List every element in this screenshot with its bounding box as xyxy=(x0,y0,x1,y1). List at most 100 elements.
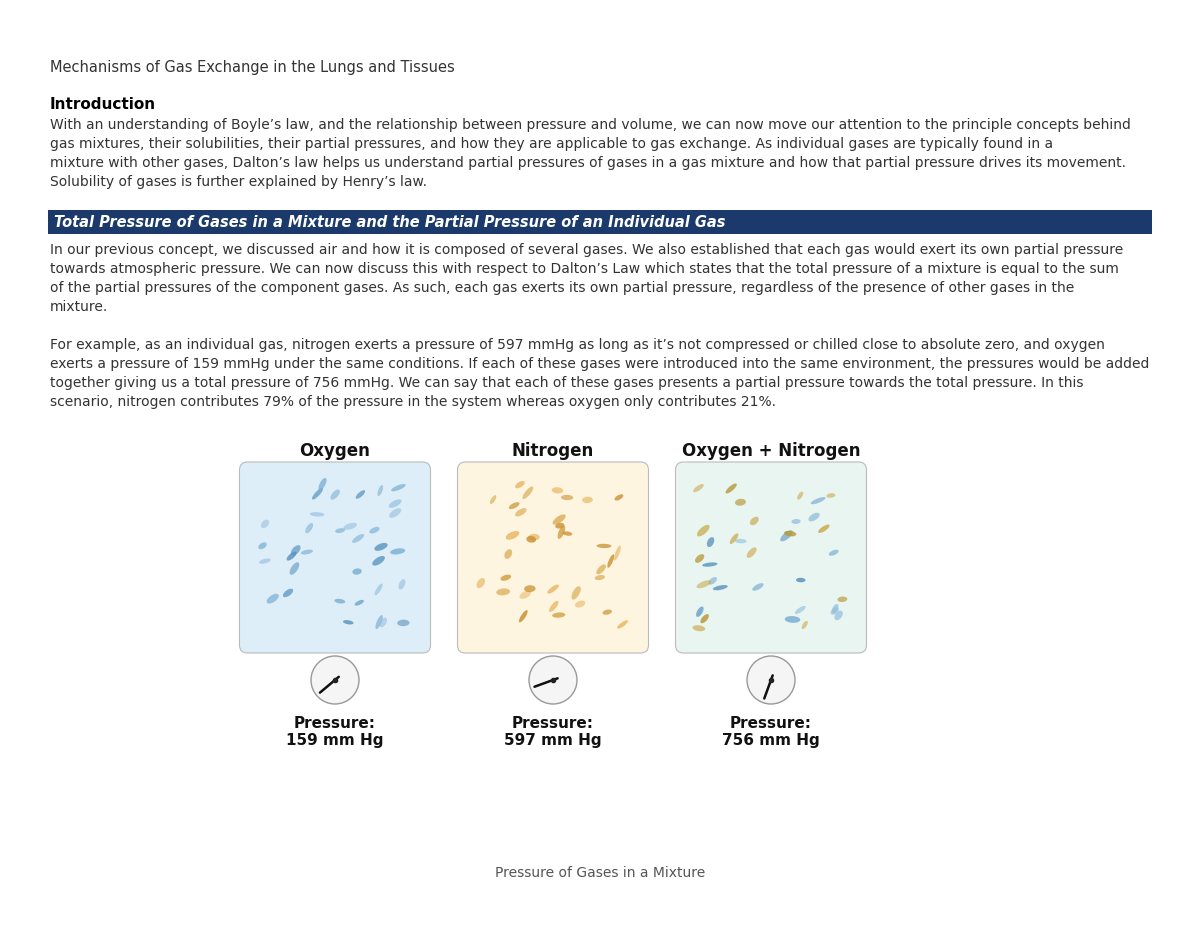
Ellipse shape xyxy=(504,549,512,559)
Text: Introduction: Introduction xyxy=(50,97,156,112)
Ellipse shape xyxy=(370,527,379,533)
Ellipse shape xyxy=(811,497,826,504)
Ellipse shape xyxy=(571,586,581,600)
Ellipse shape xyxy=(378,485,383,496)
Ellipse shape xyxy=(259,559,271,564)
Ellipse shape xyxy=(552,488,563,493)
Ellipse shape xyxy=(524,585,535,592)
Ellipse shape xyxy=(389,500,402,508)
Ellipse shape xyxy=(330,489,340,500)
Text: Nitrogen: Nitrogen xyxy=(512,442,594,460)
Ellipse shape xyxy=(391,484,406,491)
Ellipse shape xyxy=(818,525,829,533)
Ellipse shape xyxy=(505,531,520,540)
Ellipse shape xyxy=(509,502,520,509)
Ellipse shape xyxy=(556,523,564,528)
Ellipse shape xyxy=(497,589,510,595)
Ellipse shape xyxy=(389,508,401,518)
Circle shape xyxy=(746,656,796,704)
Text: 756 mm Hg: 756 mm Hg xyxy=(722,733,820,748)
Ellipse shape xyxy=(312,488,323,500)
Ellipse shape xyxy=(335,599,346,603)
Ellipse shape xyxy=(695,554,704,563)
Ellipse shape xyxy=(562,495,574,501)
Ellipse shape xyxy=(596,544,612,548)
Ellipse shape xyxy=(696,606,703,617)
Ellipse shape xyxy=(258,542,266,550)
Ellipse shape xyxy=(614,545,620,561)
Ellipse shape xyxy=(734,539,746,543)
Text: Pressure:: Pressure: xyxy=(730,716,812,731)
Ellipse shape xyxy=(838,597,847,602)
Ellipse shape xyxy=(830,607,839,615)
Ellipse shape xyxy=(696,580,712,589)
Ellipse shape xyxy=(352,534,364,543)
Ellipse shape xyxy=(476,578,485,589)
Ellipse shape xyxy=(697,525,709,537)
Text: In our previous concept, we discussed air and how it is composed of several gase: In our previous concept, we discussed ai… xyxy=(50,243,1123,314)
Ellipse shape xyxy=(518,610,528,622)
Ellipse shape xyxy=(602,610,612,615)
Ellipse shape xyxy=(490,495,497,504)
Ellipse shape xyxy=(528,534,540,540)
Text: Total Pressure of Gases in a Mixture and the Partial Pressure of an Individual G: Total Pressure of Gases in a Mixture and… xyxy=(54,214,726,230)
Ellipse shape xyxy=(792,519,800,524)
Ellipse shape xyxy=(398,579,406,590)
Ellipse shape xyxy=(374,583,383,595)
Ellipse shape xyxy=(734,499,746,506)
Ellipse shape xyxy=(553,514,565,525)
Ellipse shape xyxy=(379,617,386,628)
Ellipse shape xyxy=(547,585,559,593)
Ellipse shape xyxy=(353,568,361,575)
FancyBboxPatch shape xyxy=(240,462,431,653)
Ellipse shape xyxy=(595,575,605,580)
Ellipse shape xyxy=(515,481,524,489)
Ellipse shape xyxy=(784,531,797,537)
Ellipse shape xyxy=(827,493,835,498)
Text: Oxygen: Oxygen xyxy=(300,442,371,460)
Ellipse shape xyxy=(563,531,572,536)
Ellipse shape xyxy=(397,619,409,627)
Ellipse shape xyxy=(376,615,383,629)
Ellipse shape xyxy=(520,590,530,599)
Ellipse shape xyxy=(694,484,703,492)
Ellipse shape xyxy=(582,497,593,503)
Ellipse shape xyxy=(726,484,737,493)
Ellipse shape xyxy=(596,565,606,575)
Ellipse shape xyxy=(260,520,269,528)
Ellipse shape xyxy=(797,491,803,500)
Ellipse shape xyxy=(834,611,842,620)
Ellipse shape xyxy=(708,577,718,585)
Ellipse shape xyxy=(730,533,738,544)
Ellipse shape xyxy=(829,550,839,556)
Ellipse shape xyxy=(390,549,406,554)
Ellipse shape xyxy=(607,554,614,568)
Ellipse shape xyxy=(301,550,313,554)
Ellipse shape xyxy=(746,547,757,558)
Ellipse shape xyxy=(614,494,623,501)
Text: Mechanisms of Gas Exchange in the Lungs and Tissues: Mechanisms of Gas Exchange in the Lungs … xyxy=(50,60,455,75)
Ellipse shape xyxy=(780,530,793,541)
Ellipse shape xyxy=(318,478,326,490)
Ellipse shape xyxy=(702,563,718,566)
Ellipse shape xyxy=(707,537,714,547)
Circle shape xyxy=(529,656,577,704)
Text: Pressure:: Pressure: xyxy=(294,716,376,731)
FancyBboxPatch shape xyxy=(676,462,866,653)
Ellipse shape xyxy=(290,545,300,555)
Ellipse shape xyxy=(550,601,558,612)
Ellipse shape xyxy=(515,508,527,516)
Ellipse shape xyxy=(809,513,820,521)
Text: With an understanding of Boyle’s law, and the relationship between pressure and : With an understanding of Boyle’s law, an… xyxy=(50,118,1130,189)
Ellipse shape xyxy=(372,556,385,565)
Ellipse shape xyxy=(283,589,293,597)
Ellipse shape xyxy=(287,552,296,561)
Ellipse shape xyxy=(335,528,346,533)
Text: For example, as an individual gas, nitrogen exerts a pressure of 597 mmHg as lon: For example, as an individual gas, nitro… xyxy=(50,338,1150,409)
Ellipse shape xyxy=(355,490,365,499)
Ellipse shape xyxy=(500,575,511,581)
Ellipse shape xyxy=(701,614,709,623)
Ellipse shape xyxy=(552,613,565,617)
Ellipse shape xyxy=(692,625,706,631)
Text: 597 mm Hg: 597 mm Hg xyxy=(504,733,602,748)
